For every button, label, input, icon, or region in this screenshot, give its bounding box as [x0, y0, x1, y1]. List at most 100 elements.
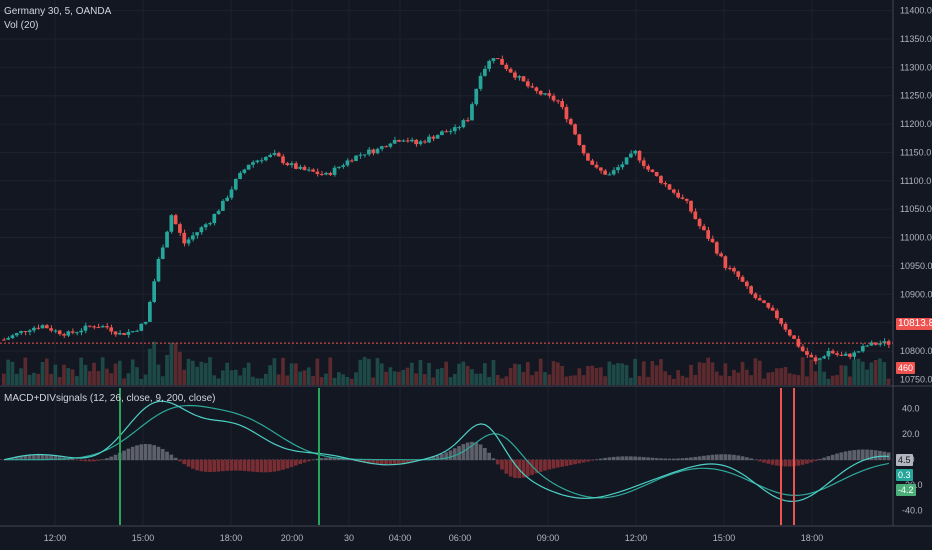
candle-body	[483, 68, 487, 76]
candle-body	[581, 145, 586, 154]
macd-histogram-bar	[504, 459, 509, 474]
time-tick-label: 12:00	[625, 533, 648, 543]
volume-bar	[693, 374, 698, 385]
macd-histogram-bar	[212, 459, 217, 472]
candle-body	[62, 334, 66, 336]
macd-histogram-bar	[431, 456, 436, 461]
volume-bar	[581, 375, 586, 385]
volume-bar	[255, 378, 260, 385]
macd-histogram-bar	[852, 450, 857, 461]
candle-body	[560, 101, 565, 108]
candle-body	[216, 210, 221, 214]
candle-body	[753, 293, 758, 299]
volume-bar	[263, 373, 268, 385]
volume-bar	[328, 357, 333, 385]
macd-histogram-bar	[345, 459, 350, 461]
candle-body	[27, 330, 32, 333]
volume-bar	[246, 362, 251, 385]
candle-body	[723, 256, 728, 268]
macd-histogram-bar	[225, 459, 230, 471]
volume-bar	[19, 368, 23, 385]
candle-body	[199, 227, 204, 233]
symbol-legend[interactable]: Germany 30, 5, OANDA	[4, 6, 112, 17]
volume-bar	[143, 374, 148, 385]
volume-bar	[598, 367, 603, 385]
macd-histogram-bar	[23, 455, 28, 461]
candle-body	[465, 120, 470, 122]
volume-bar	[427, 362, 431, 385]
volume-bar	[315, 358, 320, 385]
indicator-legend[interactable]: MACD+DIVsignals (12, 26, close, 9, 200, …	[4, 393, 216, 404]
candle-body	[66, 331, 71, 336]
candle-body	[100, 326, 105, 328]
macd-histogram-bar	[543, 459, 547, 471]
volume-bar	[203, 363, 208, 385]
volume-bar	[259, 378, 264, 385]
macd-histogram-bar	[740, 456, 745, 461]
candle-body	[422, 141, 427, 143]
candle-body	[839, 354, 844, 356]
candle-body	[294, 163, 298, 169]
price-tick-label: 11200.0	[900, 119, 932, 129]
time-tick-label: 18:00	[220, 533, 243, 543]
candle-body	[349, 160, 354, 162]
volume-bar	[358, 359, 363, 385]
macd-histogram-bar	[736, 455, 741, 461]
candle-body	[49, 328, 53, 331]
macd-histogram-bar	[379, 459, 384, 466]
volume-bar	[70, 369, 75, 385]
macd-histogram-bar	[328, 457, 333, 461]
candle-body	[152, 281, 157, 302]
candle-body	[727, 267, 732, 269]
candle-body	[826, 350, 831, 357]
candle-body	[358, 154, 363, 156]
volume-bar	[538, 358, 543, 385]
candle-body	[379, 146, 384, 149]
candle-body	[384, 146, 388, 148]
candle-body	[697, 219, 702, 227]
candle-body	[573, 124, 577, 135]
candle-body	[401, 140, 406, 142]
volume-bar	[367, 358, 371, 385]
macd-histogram-bar	[229, 459, 234, 471]
candle-body	[354, 155, 358, 161]
candle-body	[195, 232, 199, 236]
macd-histogram-bar	[538, 459, 543, 472]
macd-histogram-bar	[263, 459, 268, 473]
volume-bar	[354, 372, 358, 385]
candle-body	[680, 197, 685, 199]
candle-body	[762, 300, 766, 303]
volume-bar	[766, 372, 771, 385]
volume-bar	[860, 361, 865, 385]
volume-bar	[276, 374, 281, 385]
volume-bar	[302, 370, 307, 385]
volume-bar	[568, 375, 573, 385]
macd-histogram-bar	[173, 457, 178, 461]
time-tick-label: 30	[344, 533, 354, 543]
macd-histogram-bar	[637, 456, 642, 461]
volume-bar	[268, 365, 272, 385]
volume-bar	[23, 357, 28, 385]
candle-body	[809, 354, 814, 358]
volume-bar	[525, 362, 530, 385]
volume-bar	[762, 378, 766, 385]
volume-bar	[414, 373, 418, 385]
macd-histogram-bar	[122, 450, 126, 461]
volume-bar	[57, 377, 62, 385]
candle-body	[822, 356, 826, 359]
candle-body	[624, 157, 629, 165]
candle-body	[259, 160, 264, 162]
volume-bar	[199, 361, 204, 385]
candle-body	[2, 339, 6, 341]
volume-bar	[27, 374, 32, 385]
candle-body	[770, 307, 775, 311]
candle-body	[212, 213, 217, 224]
volume-bar	[160, 376, 165, 385]
candle-body	[276, 153, 281, 157]
volume-legend[interactable]: Vol (20)	[4, 20, 39, 31]
candle-body	[375, 148, 380, 154]
macd-histogram-bar	[276, 459, 281, 471]
macd-histogram-bar	[246, 459, 251, 472]
